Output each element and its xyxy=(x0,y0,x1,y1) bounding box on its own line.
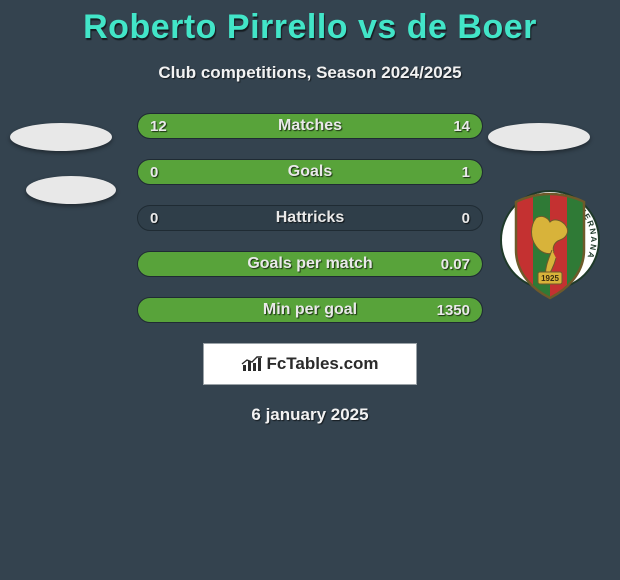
stat-bar-row: Matches12 14 xyxy=(137,113,483,139)
comparison-bars: Matches1214Goals01Hattricks00Goals per m… xyxy=(137,113,483,323)
stat-bar-row: Goals0 1 xyxy=(137,159,483,185)
bar-value-left: 0 xyxy=(150,160,158,184)
bar-label: Hattricks xyxy=(138,206,482,230)
silhouette-ellipse xyxy=(488,123,590,151)
bar-value-right: 0 xyxy=(462,206,470,230)
subtitle: Club competitions, Season 2024/2025 xyxy=(0,63,620,83)
silhouette-ellipse xyxy=(10,123,112,151)
silhouette-ellipse xyxy=(26,176,116,204)
date-text: 6 january 2025 xyxy=(0,405,620,425)
bar-label: Matches xyxy=(138,114,482,138)
fctables-logo-box: FcTables.com xyxy=(203,343,417,385)
stat-bar-row: Goals per match0.07 xyxy=(137,251,483,277)
bar-value-right: 0.07 xyxy=(441,252,470,276)
stat-bar-row: Min per goal1350 xyxy=(137,297,483,323)
bar-label: Min per goal xyxy=(138,298,482,322)
bar-value-left: 12 xyxy=(150,114,167,138)
bar-value-right: 1 xyxy=(462,160,470,184)
stat-bar-row: Hattricks0 0 xyxy=(137,205,483,231)
bar-label: Goals xyxy=(138,160,482,184)
page-title: Roberto Pirrello vs de Boer xyxy=(0,0,620,47)
bar-label: Goals per match xyxy=(138,252,482,276)
club-crest: UNICUSANO TERNANA 1925 xyxy=(500,178,600,302)
crest-year: 1925 xyxy=(541,274,559,283)
fctables-brand-text: FcTables.com xyxy=(266,354,378,374)
bar-value-right: 14 xyxy=(453,114,470,138)
fctables-logo: FcTables.com xyxy=(241,354,378,374)
bar-value-left: 0 xyxy=(150,206,158,230)
bar-value-right: 1350 xyxy=(437,298,470,322)
bar-chart-icon xyxy=(241,355,263,373)
